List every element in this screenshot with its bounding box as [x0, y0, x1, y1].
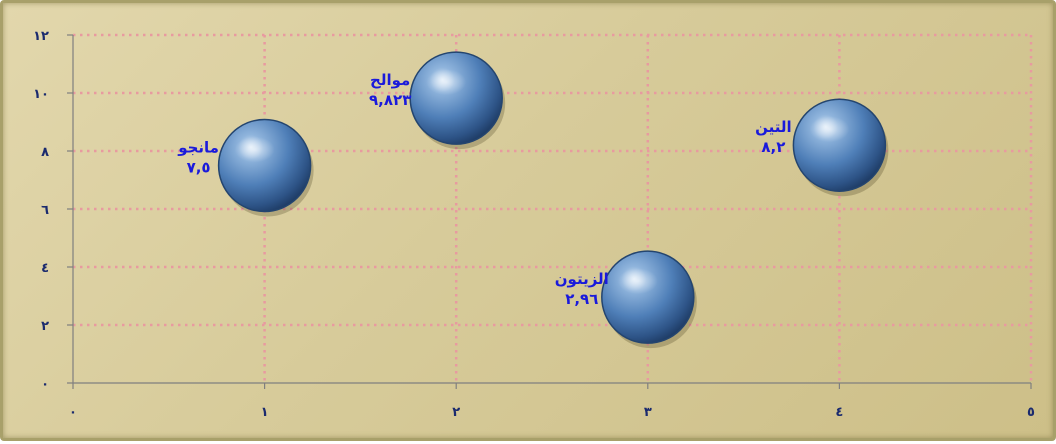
- data-label-name: الزيتون: [555, 270, 609, 288]
- bubble-highlight: [809, 116, 850, 143]
- y-tick-label: ٠: [41, 377, 49, 392]
- bubbles: [217, 51, 889, 349]
- data-label-name: التين: [755, 118, 792, 136]
- x-tick-label: ٤: [835, 405, 843, 420]
- bubble-highlight: [617, 268, 658, 295]
- bubble: [409, 51, 503, 145]
- x-tick-label: ١: [261, 405, 269, 420]
- data-label-value: ٢,٩٦: [565, 290, 598, 308]
- y-tick-label: ٤: [41, 261, 49, 276]
- gridlines: [73, 33, 1033, 383]
- data-label-value: ٩,٨٢٣: [369, 91, 411, 109]
- x-tick-label: ٢: [452, 405, 460, 420]
- data-label-name: موالح: [370, 71, 410, 89]
- bubble-highlight: [234, 136, 275, 163]
- bubble: [601, 250, 695, 344]
- bubble: [217, 118, 312, 213]
- y-tick-label: ٦: [41, 203, 49, 218]
- x-tick-label: ٣: [644, 405, 652, 420]
- bubble: [792, 98, 887, 192]
- y-tick-label: ١٠: [33, 87, 49, 102]
- y-tick-label: ٨: [41, 145, 49, 160]
- y-tick-label: ٢: [41, 319, 49, 334]
- y-tick-label: ١٢: [33, 29, 49, 44]
- data-label-value: ٧,٥: [187, 159, 211, 177]
- data-label-name: مانجو: [177, 139, 219, 157]
- bubble-highlight: [426, 69, 467, 96]
- data-labels: مانجو ٧,٥ موالح ٩,٨٢٣ الزيتون ٢,٩٦ التين ٨,٢: [177, 71, 791, 308]
- x-tick-label: ٥: [1027, 405, 1035, 420]
- x-tick-label: ٠: [69, 405, 77, 420]
- data-label-value: ٨,٢: [761, 138, 785, 156]
